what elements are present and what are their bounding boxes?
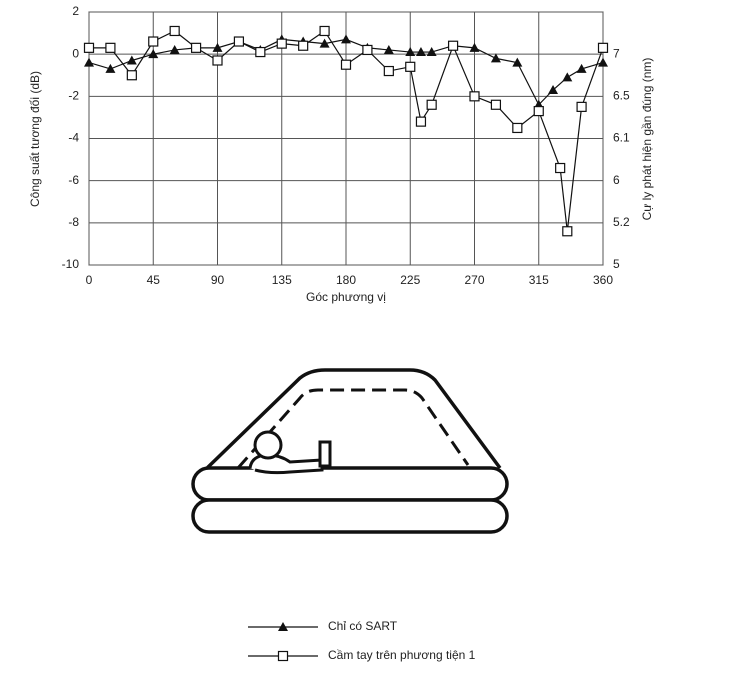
marker-triangle <box>469 42 480 52</box>
marker-triangle <box>426 47 437 57</box>
legend-label: Cầm tay trên phương tiện 1 <box>328 648 476 662</box>
marker-square <box>255 46 266 58</box>
marker-triangle <box>576 63 587 73</box>
marker-square <box>597 42 609 53</box>
y2-tick-label: 6.1 <box>613 131 630 145</box>
marker-triangle <box>169 44 180 54</box>
x-tick-label: 45 <box>147 273 161 287</box>
x-tick-label: 90 <box>211 273 225 287</box>
marker-triangle <box>512 57 523 67</box>
marker-square <box>212 55 223 66</box>
y-tick-label: -8 <box>68 215 79 229</box>
legend-marker <box>277 650 289 662</box>
x-tick-label: 0 <box>86 273 93 287</box>
x-tick-label: 135 <box>272 273 292 287</box>
marker-triangle <box>383 44 394 54</box>
y2-tick-label: 5.2 <box>613 215 630 229</box>
marker-square <box>469 91 480 102</box>
marker-triangle <box>598 57 608 67</box>
marker-square <box>276 38 287 49</box>
marker-triangle <box>84 57 94 67</box>
marker-square <box>169 25 180 37</box>
marker-triangle <box>341 34 351 44</box>
x-tick-label: 180 <box>336 273 356 287</box>
marker-square <box>148 36 159 47</box>
marker-triangle <box>105 63 116 73</box>
marker-triangle <box>490 53 501 63</box>
marker-square <box>415 116 427 127</box>
legend-label: Chỉ có SART <box>328 619 398 633</box>
marker-square <box>576 101 587 112</box>
marker-square <box>555 162 566 174</box>
marker-square <box>190 42 202 53</box>
y2-axis-label: Cự ly phát hiện gần đúng (nm) <box>640 58 654 221</box>
legend-marker <box>278 622 288 631</box>
marker-square <box>340 59 352 70</box>
marker-triangle <box>319 38 330 48</box>
marker-square <box>298 40 309 51</box>
marker-triangle <box>148 49 159 59</box>
marker-square <box>105 42 116 53</box>
marker-triangle <box>212 42 223 52</box>
marker-square <box>83 42 95 53</box>
y-tick-label: -10 <box>62 257 80 271</box>
y-tick-label: -6 <box>68 173 79 187</box>
x-axis-label: Góc phương vị <box>306 290 386 304</box>
marker-square <box>562 226 573 237</box>
marker-triangle <box>548 85 559 95</box>
marker-triangle <box>415 47 426 57</box>
raft-diagram <box>191 368 509 534</box>
marker-square <box>405 61 416 72</box>
y2-tick-label: 5 <box>613 257 620 271</box>
y-tick-label: -4 <box>68 131 79 145</box>
x-tick-label: 360 <box>593 273 613 287</box>
marker-square <box>383 65 394 77</box>
x-tick-label: 315 <box>529 273 549 287</box>
marker-triangle <box>562 72 573 82</box>
x-tick-label: 270 <box>464 273 484 287</box>
marker-square <box>362 44 373 56</box>
marker-square <box>533 105 544 117</box>
marker-square <box>490 99 502 110</box>
y-tick-label: -2 <box>68 89 79 103</box>
y2-tick-label: 7 <box>613 46 620 60</box>
marker-square <box>233 36 245 47</box>
marker-square <box>426 99 437 110</box>
marker-triangle <box>126 55 137 65</box>
y-tick-label: 0 <box>72 46 79 60</box>
x-tick-label: 225 <box>400 273 420 287</box>
marker-square <box>319 25 330 37</box>
y2-tick-label: 6.5 <box>613 89 630 103</box>
marker-triangle <box>405 47 416 57</box>
marker-square <box>126 70 137 81</box>
y-axis-label: Công suất tương đối (dB) <box>28 71 42 207</box>
marker-square <box>512 122 523 134</box>
y2-tick-label: 6 <box>613 173 620 187</box>
y-tick-label: 2 <box>72 4 79 18</box>
marker-square <box>447 40 459 51</box>
